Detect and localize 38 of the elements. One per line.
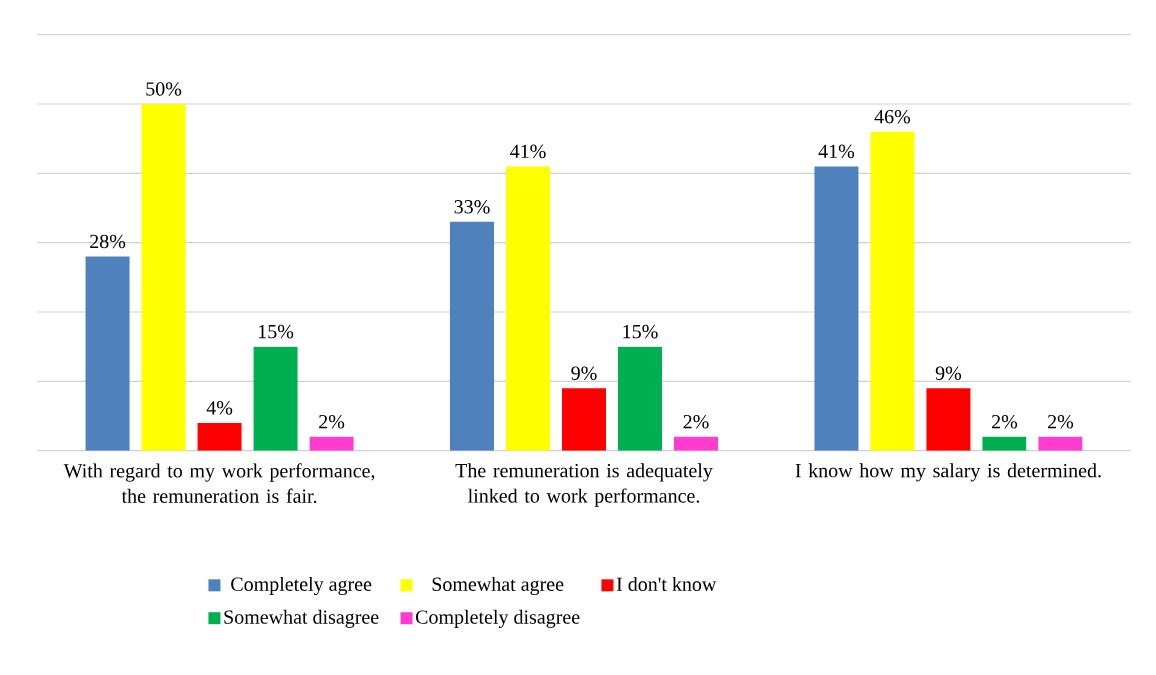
bar [618,346,662,451]
bar [141,104,186,451]
data-label: 2% [319,415,345,429]
legend-label: Completely disagree [415,609,580,629]
data-label: 46% [874,110,911,124]
data-label: 2% [1048,415,1074,429]
bar [197,423,242,451]
x-tick-label: The remuneration is adequately linked to work performance. [455,463,713,507]
data-label: 9% [571,366,597,381]
bar [926,388,971,451]
bar [1038,436,1083,451]
data-label: 15% [623,325,658,339]
legend-label: Somewhat agree [432,577,564,596]
data-label: 41% [818,144,855,159]
bar [870,131,915,451]
data-label: 2% [683,415,709,429]
x-tick-label: I know how my salary is determined. [795,463,1101,482]
data-label: 15% [258,325,294,339]
data-label: 28% [90,234,126,249]
data-label: 41% [510,144,546,159]
data-label: 2% [992,415,1018,429]
bar [562,388,606,451]
bar [85,256,130,451]
legend-label: Somewhat disagree [224,609,379,629]
data-label: 50% [146,82,182,96]
bar [309,436,354,451]
bar [253,346,298,451]
legend-label: I don't know [616,577,717,592]
data-label: 9% [935,366,962,381]
bar [674,436,718,451]
bar [450,222,495,451]
bar [982,436,1027,451]
data-label: 4% [206,401,233,415]
legend-label: Completely agree [231,577,372,596]
bar [814,166,859,451]
x-tick-label: With regard to my work performance, the remuneration is fair. [63,463,375,504]
bar [506,166,550,451]
data-label: 33% [454,200,490,214]
